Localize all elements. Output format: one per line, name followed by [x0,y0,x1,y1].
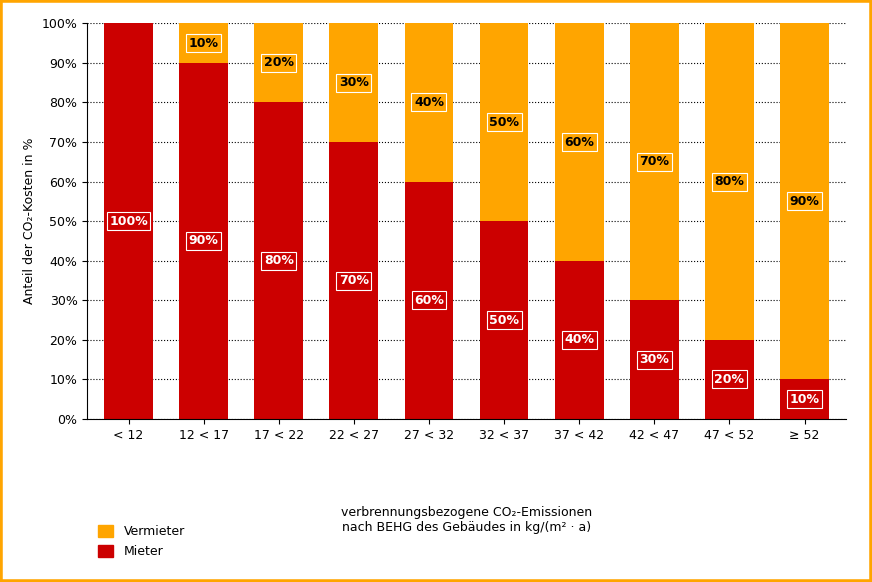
Text: 30%: 30% [339,76,369,89]
Bar [780,379,829,419]
Bar [630,300,678,419]
Bar [104,23,153,419]
Text: 80%: 80% [714,175,745,188]
Text: 40%: 40% [564,333,594,346]
Text: 40%: 40% [414,96,444,109]
Bar [780,23,829,379]
Text: 20%: 20% [714,373,745,386]
Bar [555,23,603,261]
Bar [480,23,528,221]
Text: 70%: 70% [639,155,670,168]
Bar [330,23,378,142]
Bar [255,102,303,419]
Bar [630,23,678,300]
Text: 10%: 10% [188,37,219,49]
Text: 50%: 50% [489,314,519,327]
Bar [180,63,228,419]
Text: 60%: 60% [564,136,594,148]
Bar [705,340,753,419]
Text: 80%: 80% [264,254,294,267]
Text: 50%: 50% [489,116,519,129]
Bar [180,23,228,63]
Bar [405,182,453,419]
Bar [480,221,528,419]
Text: 30%: 30% [639,353,669,366]
Y-axis label: Anteil der CO₂-Kosten in %: Anteil der CO₂-Kosten in % [23,138,36,304]
Text: verbrennungsbezogene CO₂-Emissionen
nach BEHG des Gebäudes in kg/(m² · a): verbrennungsbezogene CO₂-Emissionen nach… [341,506,592,534]
Text: 100%: 100% [109,215,148,228]
Text: 90%: 90% [188,235,219,247]
Bar [555,261,603,419]
Bar [330,142,378,419]
Bar [705,23,753,340]
Bar [255,23,303,102]
Text: 90%: 90% [789,195,820,208]
Legend: Vermieter, Mieter: Vermieter, Mieter [93,520,190,563]
Text: 60%: 60% [414,294,444,307]
Text: 70%: 70% [339,274,369,287]
Text: 10%: 10% [789,393,820,406]
Text: 20%: 20% [263,56,294,69]
Bar [405,23,453,182]
